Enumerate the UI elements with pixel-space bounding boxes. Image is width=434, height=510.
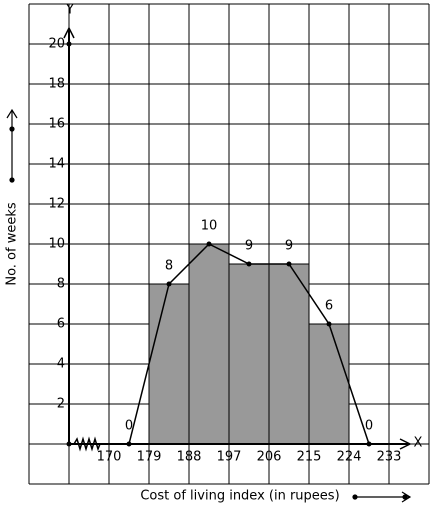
bar	[308, 323, 350, 445]
arrows	[6, 108, 412, 503]
x-tick-label: 215	[297, 450, 322, 465]
y-tick-label: 6	[57, 317, 65, 332]
x-tick-label: 188	[177, 450, 202, 465]
y-tick-label: 20	[48, 37, 65, 52]
origin-dot	[66, 441, 72, 447]
x-tick-label: 233	[377, 450, 402, 465]
polygon-point	[326, 321, 332, 327]
y-tick-label: 12	[48, 197, 65, 212]
value-label: 9	[285, 239, 293, 254]
x-axis-label: Cost of living index (in rupees)	[140, 489, 339, 504]
axis-arrow	[63, 26, 75, 39]
y-tick-label: 8	[57, 277, 65, 292]
value-label: 0	[125, 419, 133, 434]
y-tick-label: 10	[48, 237, 65, 252]
y-tick-label: 16	[48, 117, 65, 132]
polygon-point	[286, 261, 292, 267]
axis-break	[73, 436, 101, 452]
x-tick-label: 197	[217, 450, 242, 465]
y-tick-label: 4	[57, 357, 65, 372]
y-axis-name: Y	[65, 3, 74, 18]
polygon-point	[166, 281, 172, 287]
bar	[188, 243, 230, 445]
axis-dot	[66, 41, 72, 47]
value-label: 0	[365, 419, 373, 434]
x-tick-label: 170	[97, 450, 122, 465]
bar	[148, 283, 190, 445]
polygon-point	[206, 241, 212, 247]
polygon-point	[366, 441, 372, 447]
x-tick-label: 206	[257, 450, 282, 465]
polygon-point	[126, 441, 132, 447]
y-tick-label: 14	[48, 157, 65, 172]
x-axis-name: X	[414, 436, 423, 451]
value-label: 8	[165, 259, 173, 274]
value-label: 10	[201, 219, 218, 234]
value-label: 9	[245, 239, 253, 254]
x-tick-label: 224	[337, 450, 362, 465]
axis-arrow	[399, 438, 412, 450]
y-tick-label: 18	[48, 77, 65, 92]
polygon-point	[246, 261, 252, 267]
bar	[228, 263, 270, 445]
x-tick-label: 179	[137, 450, 162, 465]
y-tick-label: 2	[57, 397, 65, 412]
bar	[268, 263, 310, 445]
y-axis-label: No. of weeks	[5, 202, 20, 286]
value-label: 6	[325, 299, 333, 314]
